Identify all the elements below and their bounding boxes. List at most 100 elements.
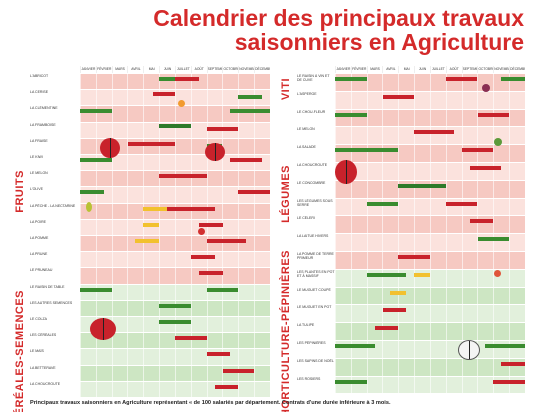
pear-icon (86, 202, 92, 212)
work-period-bar (206, 352, 231, 357)
month-grid (335, 198, 525, 216)
work-period-bar (135, 239, 160, 243)
calendar-row: LA POIRE (18, 219, 270, 235)
calendar-row: LE RAISIN À VIN ET DE CUVE (285, 74, 525, 91)
work-period-bar (159, 320, 191, 324)
calendar-row: LE PRUNEAU (18, 268, 270, 284)
ladybug-illustration (205, 143, 225, 161)
month-grid (80, 349, 270, 365)
calendar-row: LE CÉLERI (285, 216, 525, 234)
work-period-bar (398, 255, 430, 259)
ladybug-illustration (335, 160, 357, 184)
work-period-bar (382, 308, 407, 313)
calendar-row: LES PLANTES EN POT ET À MASSIF (285, 269, 525, 287)
month-label: MARS (111, 66, 128, 73)
month-label: DÉCEMBRE (509, 66, 525, 73)
work-period-bar (175, 77, 199, 81)
month-grid (80, 300, 270, 316)
left-calendar-panel: JANVIER FÉVRIER MARS AVRIL MAI JUIN JUIL… (18, 66, 270, 397)
month-grid (335, 74, 525, 91)
work-period-bar (190, 255, 215, 260)
month-grid (80, 381, 270, 397)
month-grid (80, 74, 270, 90)
month-label: OCTOBRE (222, 66, 239, 73)
row-label: LE KIWI (30, 155, 43, 159)
title-line-2: saisonniers en Agriculture (234, 29, 524, 55)
category-fruits: FRUITS (14, 170, 26, 213)
page-title: Calendrier des principaux travaux saison… (24, 6, 524, 54)
calendar-row: LE CHOU-FLEUR (285, 109, 525, 127)
calendar-row: LA PÊCHE - LA NECTARINE (18, 203, 270, 219)
row-label: LE PRUNEAU (30, 268, 53, 273)
calendar-row: L'ASPERGE (285, 91, 525, 109)
row-label: L'ASPERGE (297, 91, 317, 96)
month-grid (80, 317, 270, 333)
work-period-bar (390, 290, 407, 295)
category-horticulture: HORTICULTURE-PÉPINIÈRES (280, 250, 292, 412)
row-label: LE RAISIN DE TABLE (30, 284, 65, 289)
row-label: LA POIRE (30, 219, 46, 224)
ladybug-illustration (90, 318, 116, 340)
month-label: JUILLET (429, 66, 445, 73)
row-label: LE MUGUET COUPÉ (297, 287, 331, 292)
calendar-row: LES PÉPINIÈRES (285, 341, 525, 358)
row-label: LE CONCOMBRE (297, 180, 326, 185)
row-label: LE MUGUET EN POT (297, 305, 332, 310)
work-period-bar (222, 368, 255, 373)
month-label: FÉVRIER (95, 66, 112, 73)
apple-icon (198, 228, 205, 235)
month-grid (335, 252, 525, 269)
calendar-row: L'ABRICOT (18, 74, 270, 90)
work-period-bar (198, 271, 223, 276)
work-period-bar (398, 183, 446, 188)
work-period-bar (152, 92, 175, 97)
row-label: LA CHOUCROUTE (297, 163, 328, 167)
work-period-bar (335, 148, 399, 153)
calendar-row: LA POMME (18, 236, 270, 252)
work-period-bar (414, 272, 430, 277)
calendar-row: LA FRAISE (18, 138, 270, 154)
title-line-1: Calendrier des principaux travaux (153, 5, 524, 31)
month-grid (335, 127, 525, 145)
row-label: LA LAITUE HIVERS (297, 234, 329, 239)
left-months-header: JANVIER FÉVRIER MARS AVRIL MAI JUIN JUIL… (80, 66, 270, 73)
month-label: NOVEMBRE (238, 66, 254, 73)
category-cereales: CÉRÉALES-SEMENCES (14, 290, 26, 412)
month-grid (335, 180, 525, 198)
category-viti: VITI (280, 78, 292, 101)
calendar-row: LA FRAMBOISE (18, 122, 270, 138)
row-label: LES ROSIERS (297, 376, 321, 381)
row-label: LA CERISE (30, 90, 49, 95)
work-period-bar (461, 148, 494, 153)
calendar-row: LE MUGUET COUPÉ (285, 287, 525, 305)
month-label: AVRIL (127, 66, 143, 73)
work-period-bar (238, 190, 270, 195)
month-label: JANVIER (335, 66, 351, 73)
calendar-row: LA BETTERAVE (18, 365, 270, 381)
month-label: AOÛT (445, 66, 462, 73)
month-label: JUILLET (174, 66, 190, 73)
calendar-row: LA CLÉMENTINE (18, 106, 270, 122)
month-label: SEPTEMBRE (461, 66, 477, 73)
row-label: L'OLIVE (30, 187, 43, 192)
calendar-row: L'OLIVE (18, 187, 270, 203)
work-period-bar (159, 174, 207, 179)
month-grid (335, 305, 525, 323)
month-label: JUIN (159, 66, 175, 73)
work-period-bar (175, 336, 207, 341)
row-label: LE MELON (30, 171, 48, 176)
month-grid (80, 219, 270, 235)
month-label: MAI (143, 66, 159, 73)
work-period-bar (238, 95, 263, 100)
month-grid (80, 155, 270, 171)
work-period-bar (159, 123, 191, 128)
work-period-bar (127, 141, 175, 146)
calendar-row: LE MUGUET EN POT (285, 305, 525, 323)
row-label: LA BETTERAVE (30, 365, 56, 370)
work-period-bar (143, 206, 168, 211)
work-period-bar (366, 201, 399, 206)
work-period-bar (80, 190, 104, 195)
grape-icon (482, 84, 490, 92)
row-label: LES CÉRÉALES (30, 333, 57, 338)
work-period-bar (198, 222, 223, 227)
